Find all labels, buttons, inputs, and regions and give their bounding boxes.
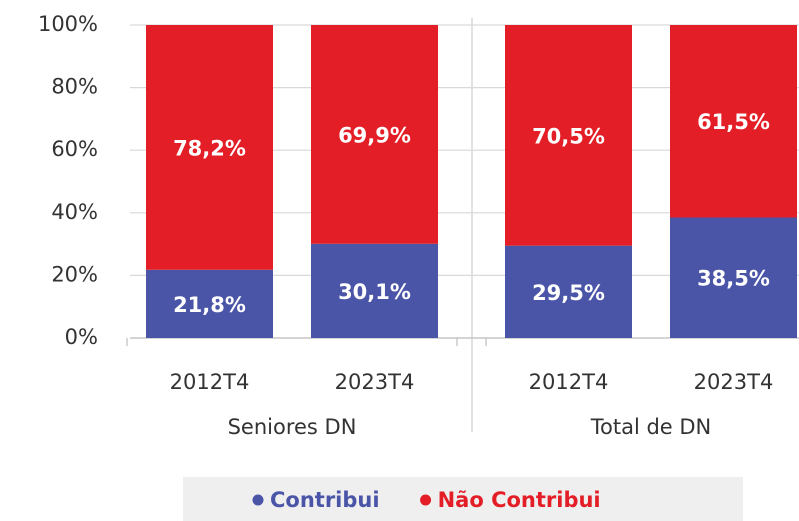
legend-marker [420,494,432,506]
x-tick-label: 2012T4 [170,370,250,394]
data-label: 69,9% [338,123,411,147]
y-tick-label: 20% [51,262,98,286]
bar-segment [670,217,797,338]
data-label: 70,5% [532,124,605,148]
bar-segment [670,25,797,218]
data-label: 21,8% [173,293,246,317]
x-tick-label: 2023T4 [694,370,774,394]
x-tick-label: 2012T4 [529,370,609,394]
legend-label: Não Contribui [438,488,601,512]
data-label: 38,5% [697,267,770,291]
group-label: Total de DN [590,415,712,439]
y-tick-label: 40% [51,200,98,224]
bar-segment [505,25,632,246]
legend-marker [252,494,264,506]
bar-segment [146,269,273,338]
y-tick-label: 100% [38,12,98,36]
bar-segment [311,243,438,338]
bar-segment [146,25,273,270]
y-tick-label: 0% [65,325,98,349]
data-label: 61,5% [697,110,770,134]
y-tick-label: 80% [51,75,98,99]
legend-label: Contribui [270,488,380,512]
data-label: 29,5% [532,281,605,305]
data-label: 30,1% [338,280,411,304]
data-label: 78,2% [173,136,246,160]
bar-segment [311,25,438,244]
bar-segment [505,245,632,338]
x-tick-label: 2023T4 [335,370,415,394]
group-label: Seniores DN [228,415,357,439]
legend-box [183,477,743,521]
y-tick-label: 60% [51,137,98,161]
